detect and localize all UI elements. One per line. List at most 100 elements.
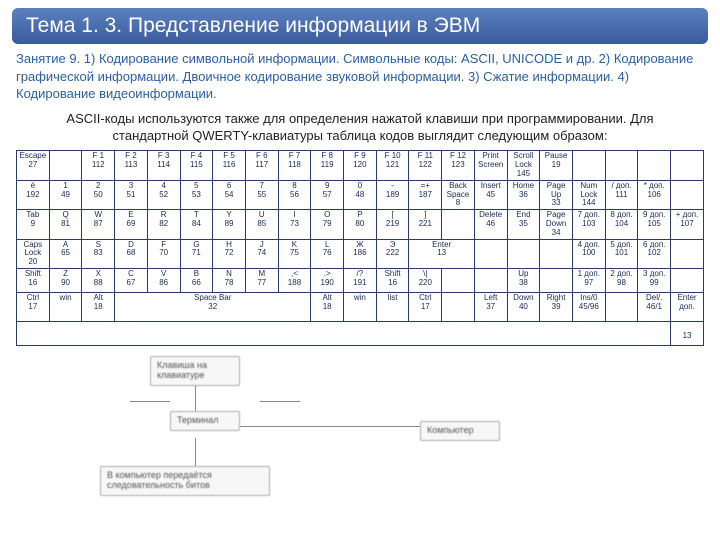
keyboard-table: Escape27 F 1112F 2113F 3114F 4115F 5116F… <box>16 150 704 346</box>
key-cell: 856 <box>278 180 311 209</box>
key-cell: 8 доп.104 <box>605 210 638 239</box>
key-cell: Page Down34 <box>540 210 573 239</box>
diagram-box: Терминал <box>170 411 240 431</box>
key-cell: 654 <box>213 180 246 209</box>
key-cell: F 8119 <box>311 151 344 180</box>
key-cell: Down40 <box>507 292 540 321</box>
key-cell: 3 доп.99 <box>638 268 671 292</box>
diagram-connector <box>195 384 196 411</box>
key-cell: C67 <box>115 268 148 292</box>
key-cell: Right39 <box>540 292 573 321</box>
key-cell: win <box>49 292 82 321</box>
key-cell: J74 <box>245 239 278 268</box>
key-cell: 6 доп.102 <box>638 239 671 268</box>
key-cell: F 11122 <box>409 151 442 180</box>
key-cell: F 5116 <box>213 151 246 180</box>
key-cell: F 2113 <box>115 151 148 180</box>
key-cell: F 1112 <box>82 151 115 180</box>
key-cell: Shift16 <box>17 268 50 292</box>
key-cell: Up38 <box>507 268 540 292</box>
key-cell <box>605 151 638 180</box>
key-cell: Tab9 <box>17 210 50 239</box>
key-cell: 2 доп.98 <box>605 268 638 292</box>
key-cell <box>474 268 507 292</box>
key-cell: Page Up33 <box>540 180 573 209</box>
key-cell: 755 <box>245 180 278 209</box>
key-cell: S83 <box>82 239 115 268</box>
key-cell: list <box>376 292 409 321</box>
key-cell: Del/.46/1 <box>638 292 671 321</box>
key-cell: 5 доп.101 <box>605 239 638 268</box>
key-cell: ,<188 <box>278 268 311 292</box>
key-cell: Alt18 <box>311 292 344 321</box>
key-cell: ]221 <box>409 210 442 239</box>
key-cell: Scroll Lock145 <box>507 151 540 180</box>
key-cell: R82 <box>147 210 180 239</box>
key-cell: F 3114 <box>147 151 180 180</box>
key-cell <box>540 239 573 268</box>
key-cell <box>49 151 82 180</box>
diagram-connector <box>240 426 420 427</box>
key-cell: 351 <box>115 180 148 209</box>
key-cell <box>540 268 573 292</box>
key-cell: ё192 <box>17 180 50 209</box>
key-cell: A65 <box>49 239 82 268</box>
key-cell: / доп.111 <box>605 180 638 209</box>
diagram-connector <box>260 401 300 402</box>
key-cell: Insert45 <box>474 180 507 209</box>
key-cell: Ctrl17 <box>17 292 50 321</box>
key-cell: /?191 <box>344 268 377 292</box>
key-cell: Y89 <box>213 210 246 239</box>
key-cell: win <box>344 292 377 321</box>
key-cell <box>671 180 704 209</box>
key-cell: Caps Lock20 <box>17 239 50 268</box>
key-cell: H72 <box>213 239 246 268</box>
key-cell: 7 доп.103 <box>572 210 605 239</box>
key-cell: T84 <box>180 210 213 239</box>
diagram-box: Клавиша на клавиатуре <box>150 356 240 386</box>
key-cell: D68 <box>115 239 148 268</box>
key-cell: Space Bar32 <box>115 292 311 321</box>
key-cell: [219 <box>376 210 409 239</box>
key-cell <box>671 268 704 292</box>
key-cell: 048 <box>344 180 377 209</box>
key-cell: F 10121 <box>376 151 409 180</box>
key-cell <box>671 151 704 180</box>
diagram-area: Клавиша на клавиатуреТерминалВ компьютер… <box>40 356 680 516</box>
key-cell: =+187 <box>409 180 442 209</box>
key-cell: P80 <box>344 210 377 239</box>
key-cell: End35 <box>507 210 540 239</box>
key-cell: Home36 <box>507 180 540 209</box>
lesson-subtitle: Занятие 9. 1) Кодирование символьной инф… <box>0 48 720 109</box>
diagram-connector <box>195 438 196 466</box>
key-cell: 553 <box>180 180 213 209</box>
key-cell: F70 <box>147 239 180 268</box>
key-cell: Q81 <box>49 210 82 239</box>
key-cell: Shift16 <box>376 268 409 292</box>
key-cell <box>572 151 605 180</box>
diagram-box: Компьютер <box>420 421 500 441</box>
key-cell <box>671 239 704 268</box>
key-cell: Delete46 <box>474 210 507 239</box>
key-cell: 1 доп.97 <box>572 268 605 292</box>
key-cell: W87 <box>82 210 115 239</box>
key-cell: Z90 <box>49 268 82 292</box>
key-cell: * доп.106 <box>638 180 671 209</box>
key-cell: G71 <box>180 239 213 268</box>
key-cell: Num Lock144 <box>572 180 605 209</box>
key-cell: F 12123 <box>442 151 475 180</box>
key-cell: F 4115 <box>180 151 213 180</box>
intro-text: ASCII-коды используются также для опреде… <box>0 109 720 151</box>
key-cell: 957 <box>311 180 344 209</box>
key-cell: Ж186 <box>344 239 377 268</box>
key-cell: Enter13 <box>409 239 474 268</box>
key-cell <box>605 292 638 321</box>
key-cell: U85 <box>245 210 278 239</box>
keyboard-table-wrap: Escape27 F 1112F 2113F 3114F 4115F 5116F… <box>0 150 720 346</box>
key-cell <box>507 239 540 268</box>
key-cell <box>442 292 475 321</box>
key-cell: 4 доп.100 <box>572 239 605 268</box>
key-cell: 9 доп.105 <box>638 210 671 239</box>
key-cell: -189 <box>376 180 409 209</box>
key-cell: 13 <box>671 322 704 346</box>
